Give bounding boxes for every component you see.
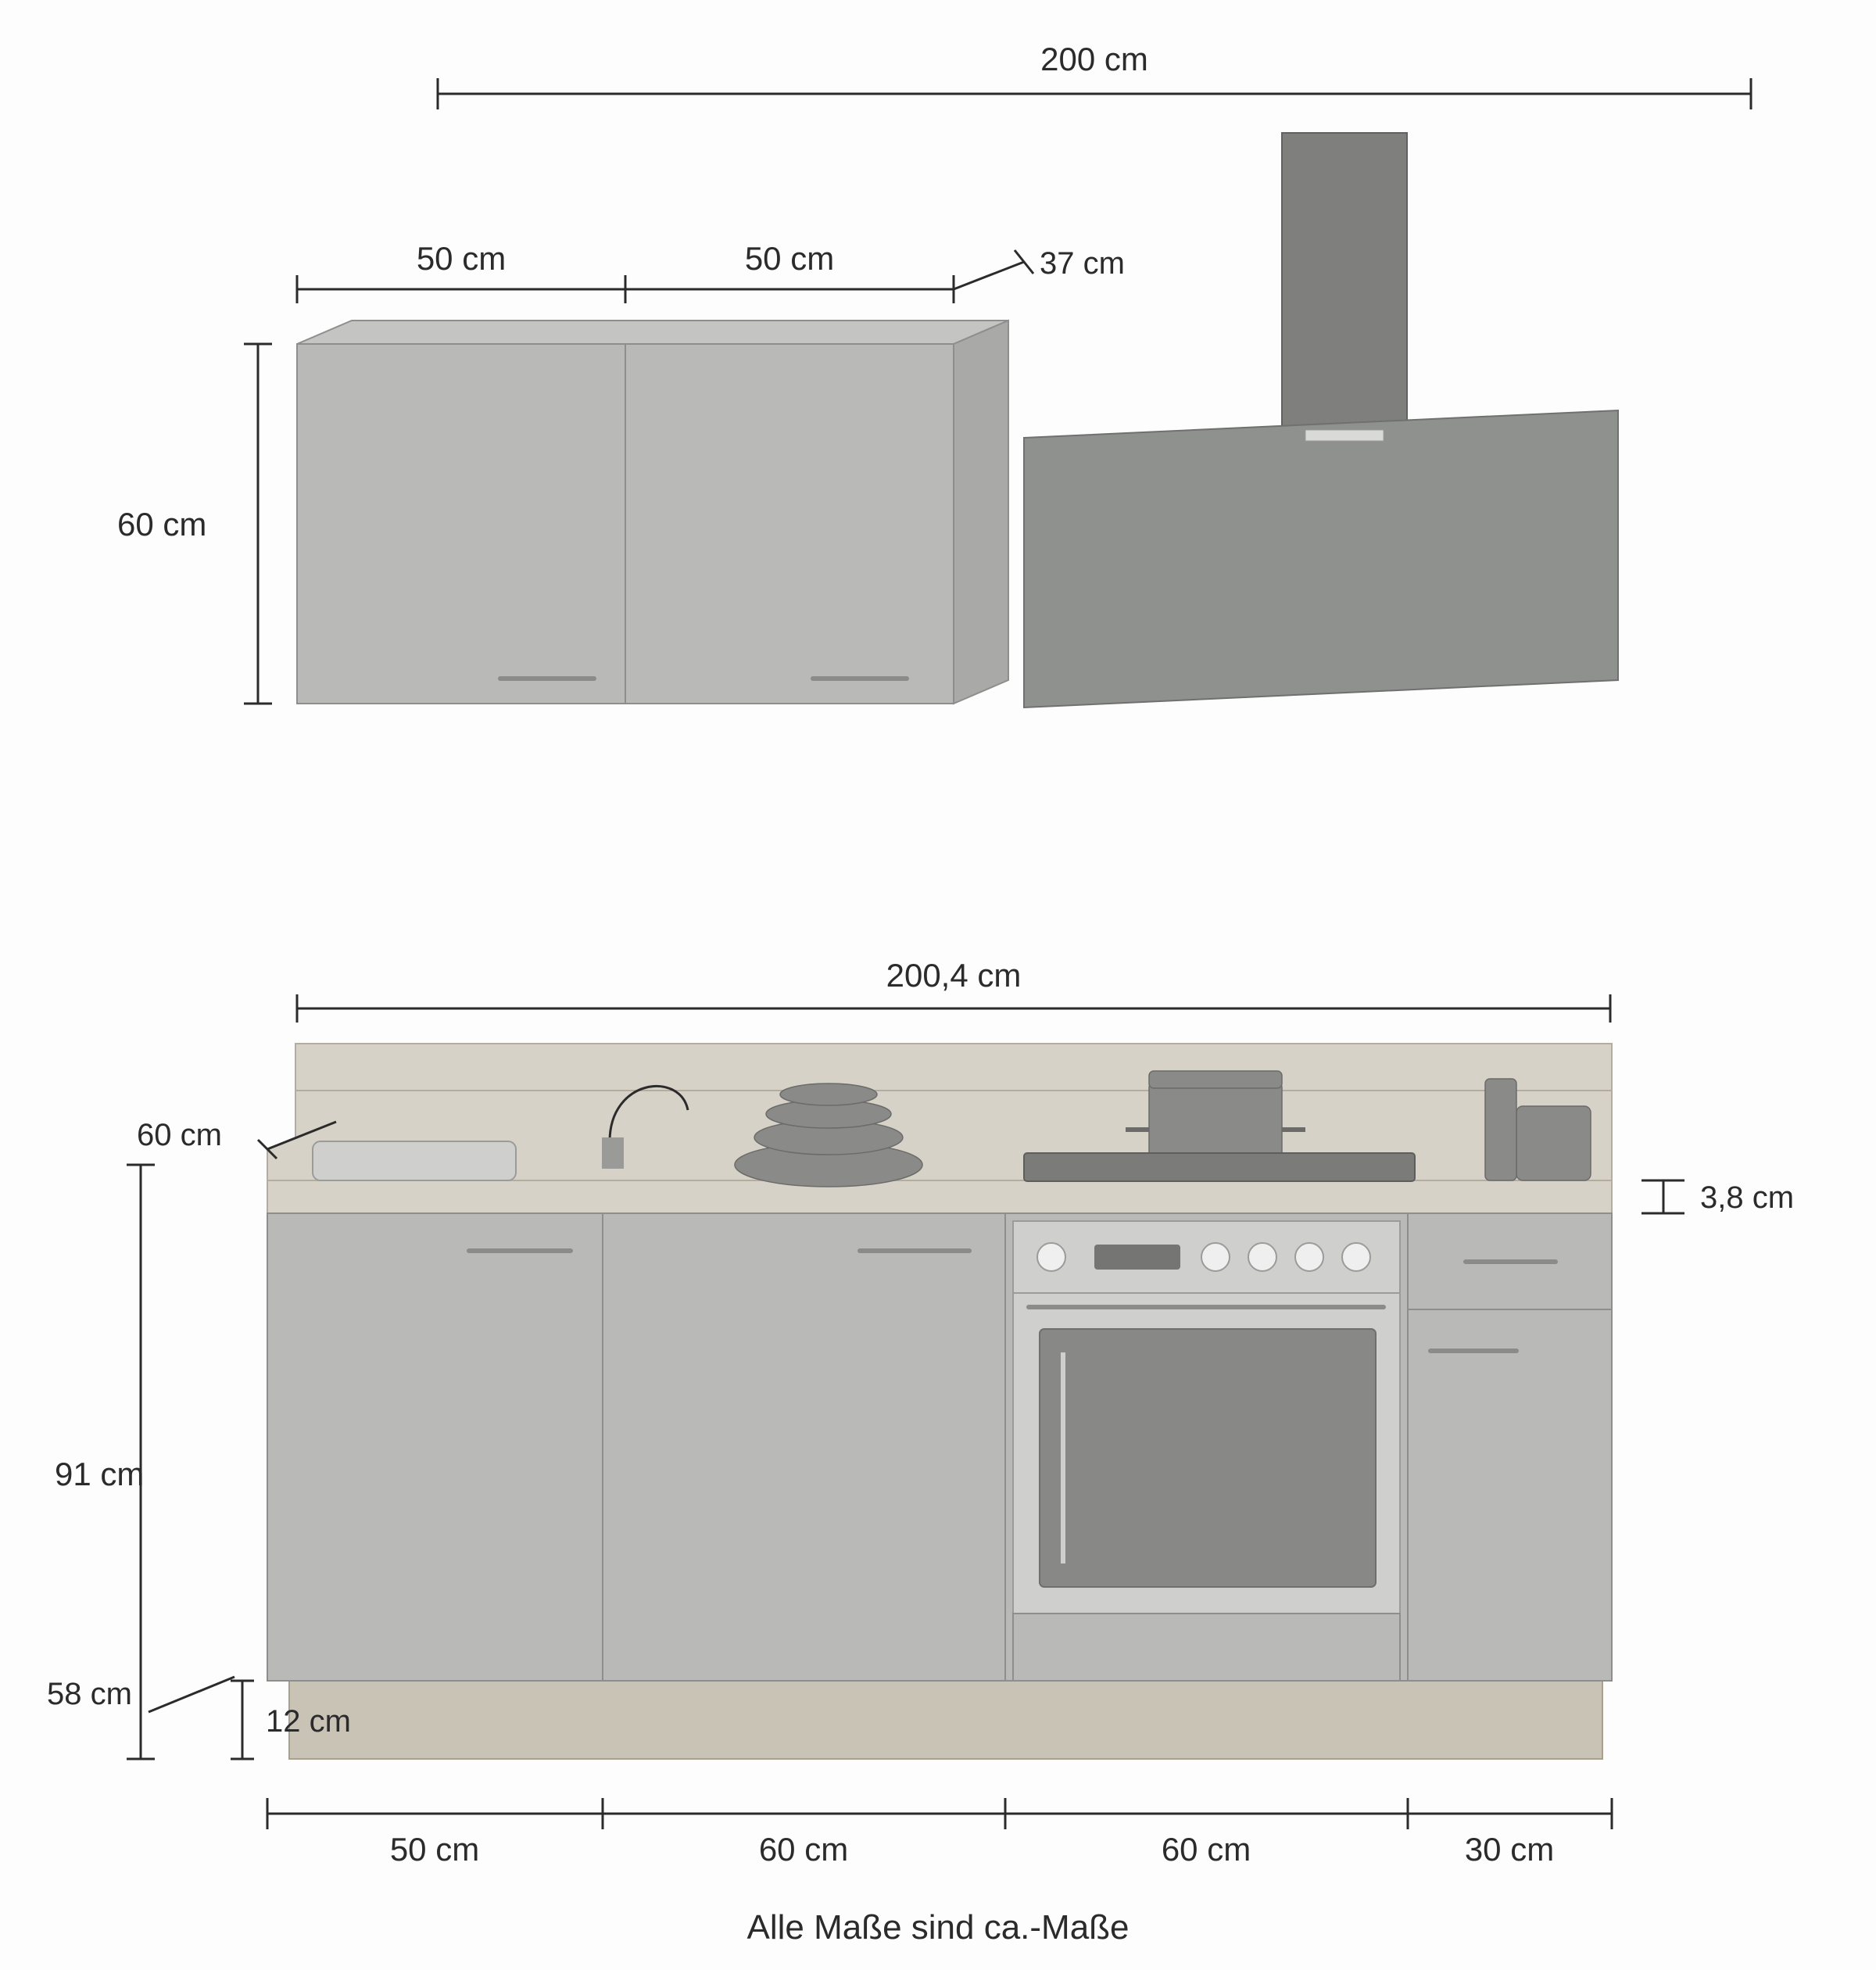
footer-note: Alle Maße sind ca.-Maße (746, 1908, 1129, 1947)
dim-seg4-label: 30 cm (1465, 1831, 1554, 1868)
dim-upper-height-label: 60 cm (117, 506, 206, 543)
dim-countertop-thickness-label: 3,8 cm (1700, 1180, 1794, 1215)
dim-upper-depth-label: 37 cm (1040, 246, 1125, 281)
dim-seg1-label: 50 cm (390, 1831, 479, 1868)
dim-countertop-thickness: 3,8 cm (1642, 1180, 1794, 1215)
lower-unit (267, 1044, 1612, 1759)
dim-lower-height-label: 91 cm (55, 1456, 144, 1492)
upper-cabinets (297, 321, 1008, 704)
dim-base-depth-label: 58 cm (47, 1677, 132, 1711)
oven (1013, 1221, 1400, 1681)
dim-top-total-label: 200 cm (1040, 41, 1148, 77)
dim-seg2-label: 60 cm (759, 1831, 848, 1868)
dim-upper-right-label: 50 cm (745, 240, 834, 277)
dim-plinth-height-label: 12 cm (266, 1704, 351, 1739)
kitchen-dimension-diagram: 200 cm 50 cm 50 cm 37 cm 60 cm (0, 0, 1876, 1970)
dim-seg3-label: 60 cm (1162, 1831, 1251, 1868)
dim-lower-depth-label: 60 cm (137, 1118, 222, 1152)
dim-upper-left-label: 50 cm (417, 240, 506, 277)
dim-lower-total-label: 200,4 cm (886, 957, 1022, 994)
